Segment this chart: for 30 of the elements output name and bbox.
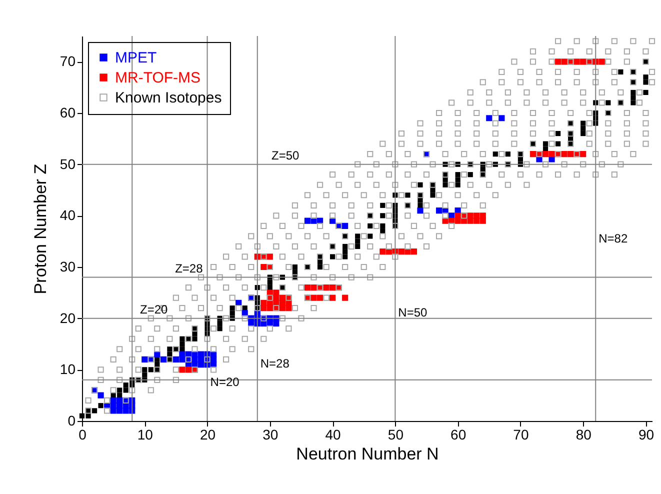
x-tick-label: 40 <box>325 426 342 442</box>
x-tick-label: 30 <box>262 426 278 442</box>
x-axis-title: Neutron Number N <box>296 444 439 464</box>
x-tick-label: 60 <box>450 426 466 442</box>
x-tick-label: 0 <box>78 426 87 442</box>
ref-line-label: N=20 <box>210 374 240 389</box>
ref-line-label: Z=20 <box>140 302 168 316</box>
legend-label: Known Isotopes <box>115 90 222 106</box>
y-tick-label: 40 <box>60 207 76 224</box>
y-tick-label: 70 <box>60 53 76 70</box>
y-tick-label: 60 <box>60 104 76 120</box>
x-tick-label: 80 <box>576 426 592 442</box>
ref-line-label: N=28 <box>260 356 290 370</box>
x-tick-label: 20 <box>200 426 216 442</box>
y-tick-label: 10 <box>60 361 76 378</box>
y-axis-title: Proton Number Z <box>30 164 50 294</box>
x-tick-label: 10 <box>137 426 154 442</box>
x-tick-label: 50 <box>388 426 404 442</box>
ref-line-label: Z=50 <box>272 148 300 162</box>
ref-line-label: N=82 <box>598 232 628 246</box>
y-tick-label: 50 <box>60 156 76 172</box>
legend-label: MPET <box>115 50 157 66</box>
y-tick-label: 30 <box>60 258 76 274</box>
ref-line-label: N=50 <box>398 306 428 320</box>
x-tick-label: 70 <box>513 426 529 442</box>
ref-line-label: Z=28 <box>175 261 204 276</box>
y-tick-label: 20 <box>60 310 76 326</box>
x-tick-label: 90 <box>638 426 654 442</box>
y-tick-label: 0 <box>68 412 76 428</box>
legend-label: MR-TOF-MS <box>115 70 201 86</box>
